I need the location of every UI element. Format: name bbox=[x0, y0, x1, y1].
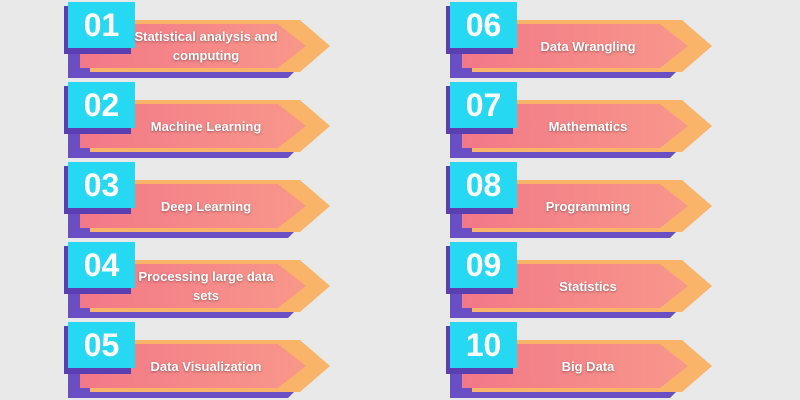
item-label: Mathematics bbox=[548, 118, 628, 134]
number-box bbox=[450, 242, 517, 288]
arrow-front bbox=[462, 184, 688, 228]
number-box bbox=[68, 242, 135, 288]
arrow-front bbox=[80, 104, 306, 148]
number-box bbox=[68, 82, 135, 128]
item-label: Statistics bbox=[559, 278, 617, 294]
number-box bbox=[68, 322, 135, 368]
item-number: 09 bbox=[465, 247, 502, 283]
arrow-front bbox=[462, 264, 688, 308]
item-number: 02 bbox=[83, 87, 120, 123]
item-label: Machine Learning bbox=[150, 118, 262, 134]
arrow-front bbox=[80, 264, 306, 308]
item-label: Data Visualization bbox=[150, 358, 262, 374]
arrow-front bbox=[80, 24, 306, 68]
arrow-front bbox=[80, 344, 306, 388]
number-box bbox=[68, 162, 135, 208]
arrow-front bbox=[462, 24, 688, 68]
item-label: Programming bbox=[545, 198, 631, 214]
item-number: 01 bbox=[83, 7, 120, 43]
item-number: 06 bbox=[465, 7, 502, 43]
number-box bbox=[450, 2, 517, 48]
item-number: 10 bbox=[465, 327, 502, 363]
arrow-front bbox=[462, 104, 688, 148]
item-number: 07 bbox=[465, 87, 502, 123]
item-label: Big Data bbox=[561, 358, 615, 374]
number-box bbox=[450, 162, 517, 208]
number-box bbox=[450, 82, 517, 128]
item-label: Statistical analysis and computing bbox=[134, 29, 278, 63]
item-label: Data Wrangling bbox=[540, 38, 636, 54]
arrow-front bbox=[80, 184, 306, 228]
item-number: 05 bbox=[83, 327, 120, 363]
item-label: Deep Learning bbox=[160, 198, 252, 214]
number-box bbox=[450, 322, 517, 368]
arrow-front bbox=[462, 344, 688, 388]
item-number: 04 bbox=[83, 247, 120, 283]
number-box bbox=[68, 2, 135, 48]
item-number: 03 bbox=[83, 167, 120, 203]
item-number: 08 bbox=[465, 167, 502, 203]
item-label: Processing large data sets bbox=[138, 269, 274, 303]
